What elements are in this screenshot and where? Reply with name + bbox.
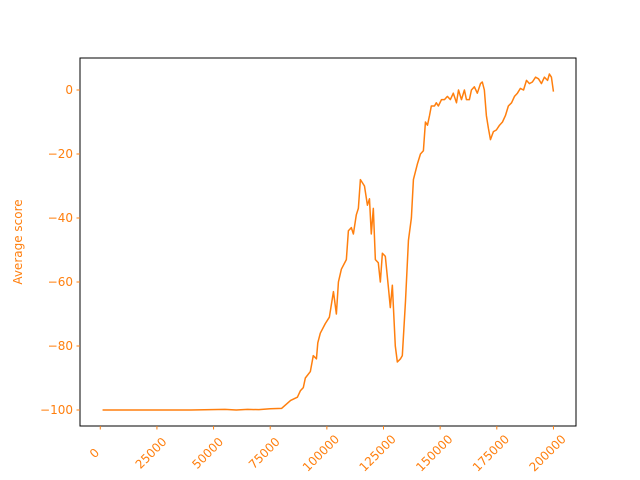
y-axis-label: Average score [11, 199, 25, 284]
y-tick-label: −20 [48, 147, 73, 161]
x-tick-label: 50000 [189, 435, 226, 472]
x-tick-label: 175000 [470, 432, 512, 474]
x-tick-label: 25000 [133, 435, 170, 472]
score-line [102, 73, 555, 411]
y-tick-label: 0 [65, 83, 73, 97]
x-tick-label: 125000 [357, 432, 399, 474]
y-tick-label: −80 [48, 339, 73, 353]
x-tick-label: 0 [87, 446, 102, 461]
y-tick-label: −40 [48, 211, 73, 225]
axes-frame [79, 57, 577, 427]
x-tick-label: 100000 [300, 432, 342, 474]
x-tick-label: 200000 [526, 432, 568, 474]
y-tick-label: −60 [48, 275, 73, 289]
x-tick-label: 150000 [413, 432, 455, 474]
y-tick-label: −100 [40, 403, 73, 417]
x-tick-label: 75000 [246, 435, 283, 472]
